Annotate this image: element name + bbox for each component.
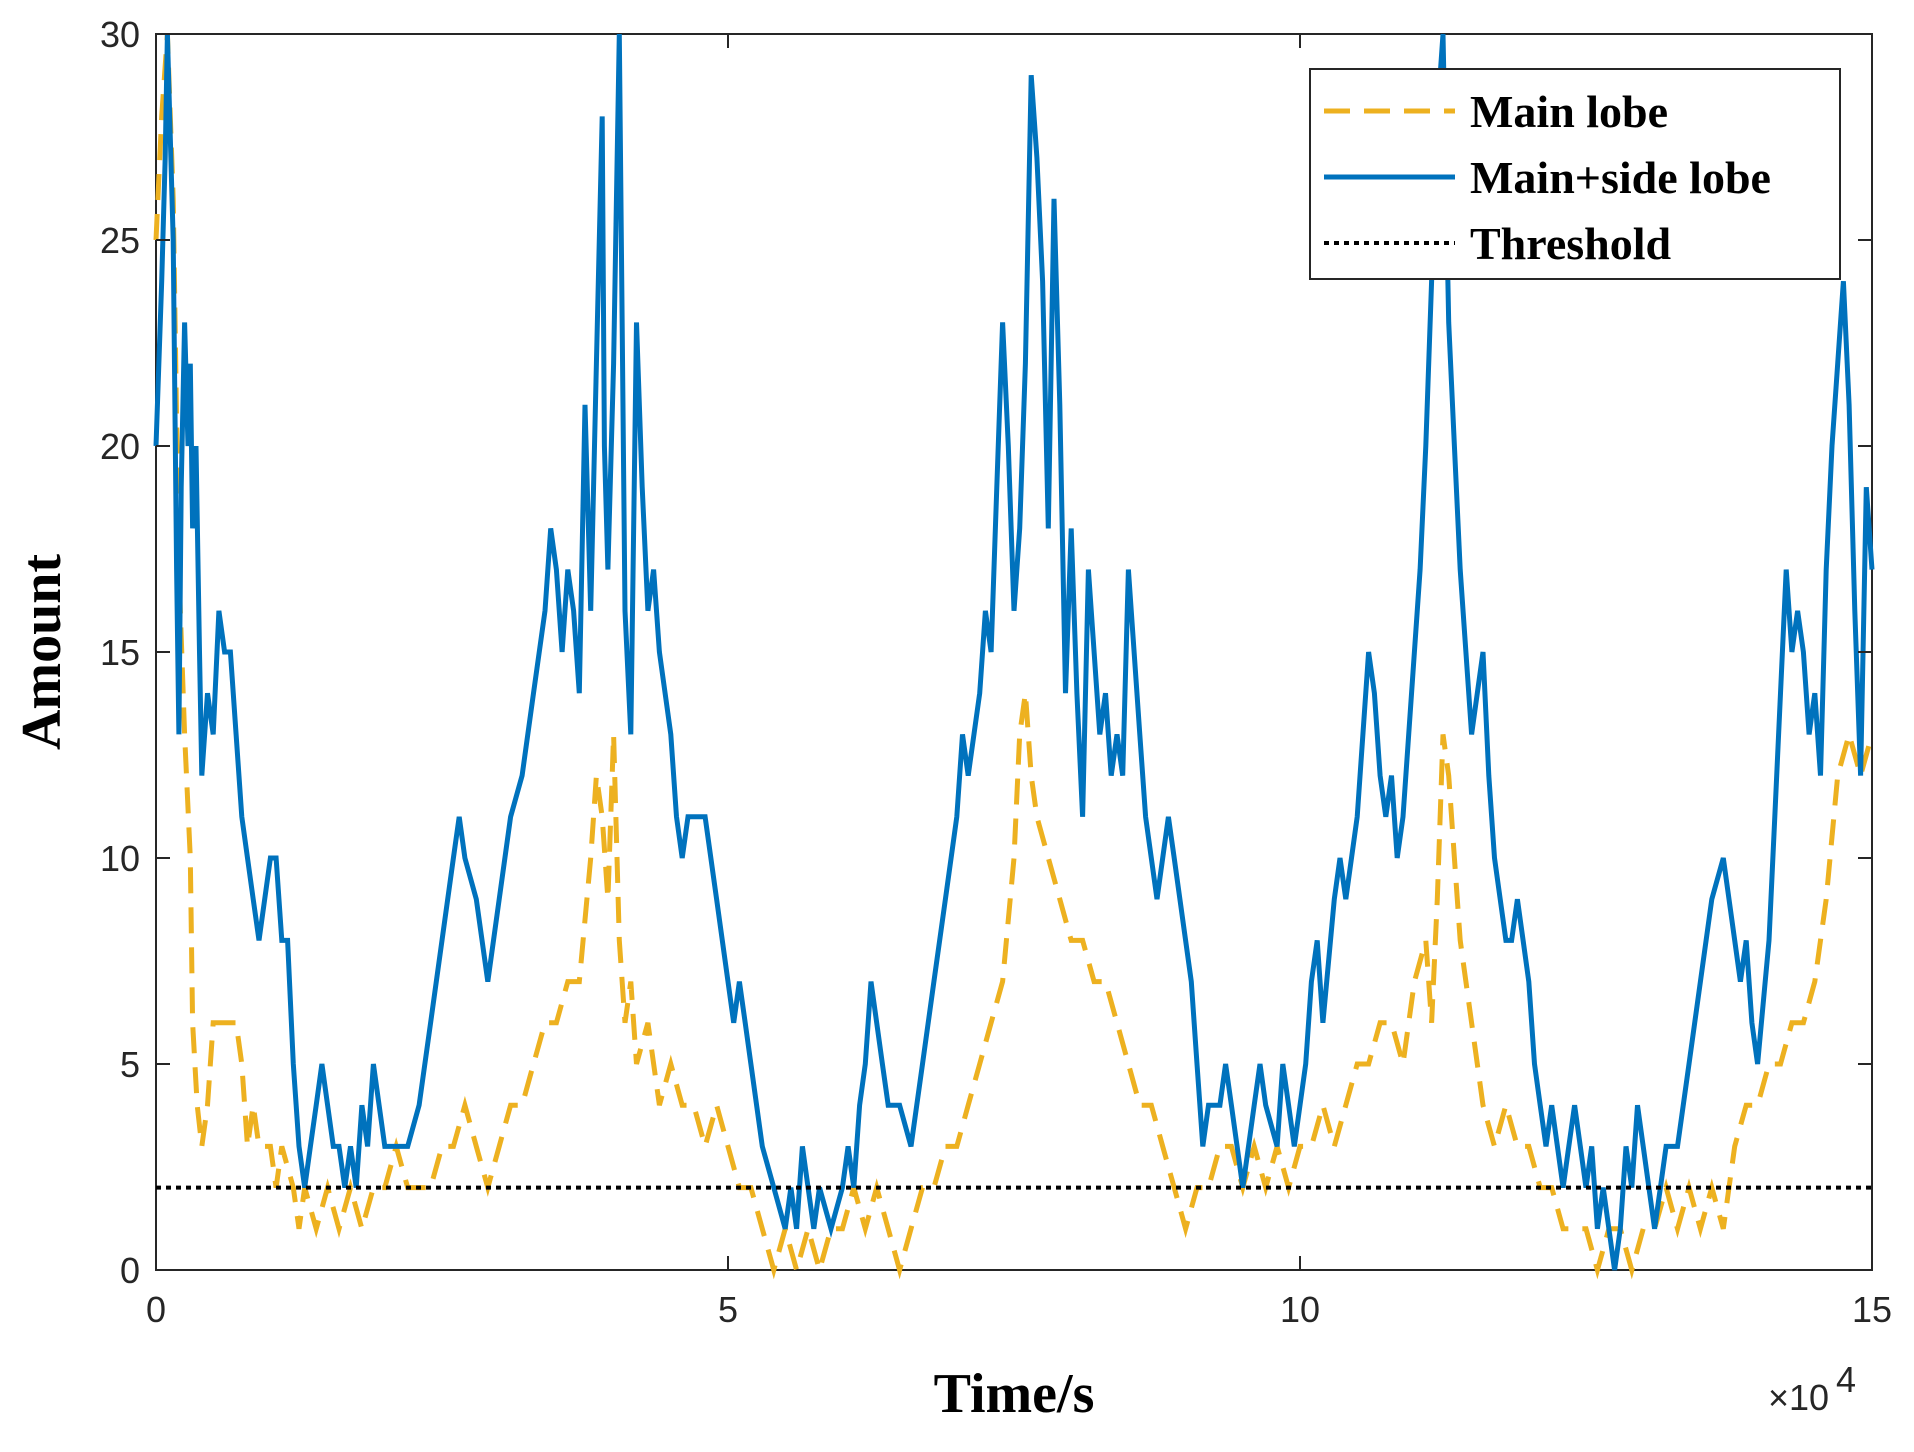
y-tick-label: 30 [100, 14, 140, 55]
legend-items: Main lobe Main+side lobe Threshold [1324, 86, 1771, 269]
x-tick-label: 10 [1280, 1289, 1320, 1330]
y-tick-label: 20 [100, 426, 140, 467]
legend-label-main-side-lobe: Main+side lobe [1470, 152, 1771, 203]
y-tick-label: 15 [100, 632, 140, 673]
x-tick-label: 0 [146, 1289, 166, 1330]
series-line-main-side-lobe [153, 33, 1875, 1271]
series-line-main-lobe [153, 33, 1875, 1280]
x-exponent-power: 4 [1836, 1359, 1856, 1400]
y-tick-label: 0 [120, 1250, 140, 1291]
x-axis-title: Time/s [934, 1363, 1095, 1425]
axis-ticks: 0 5 10 15 0 5 10 15 20 25 30 [100, 14, 1892, 1330]
y-tick-label: 10 [100, 838, 140, 879]
x-exponent-base: ×10 [1768, 1377, 1829, 1418]
y-tick-label: 5 [120, 1044, 140, 1085]
legend-label-threshold: Threshold [1470, 218, 1672, 269]
x-tick-label: 15 [1852, 1289, 1892, 1330]
legend: Main lobe Main+side lobe Threshold [1309, 68, 1841, 280]
y-tick-label: 25 [100, 220, 140, 261]
y-axis-title: Amount [11, 554, 73, 750]
legend-label-main-lobe: Main lobe [1470, 86, 1668, 137]
x-axis-exponent: ×10 4 [1768, 1359, 1856, 1418]
series-layer [153, 33, 1875, 1280]
x-tick-label: 5 [718, 1289, 738, 1330]
